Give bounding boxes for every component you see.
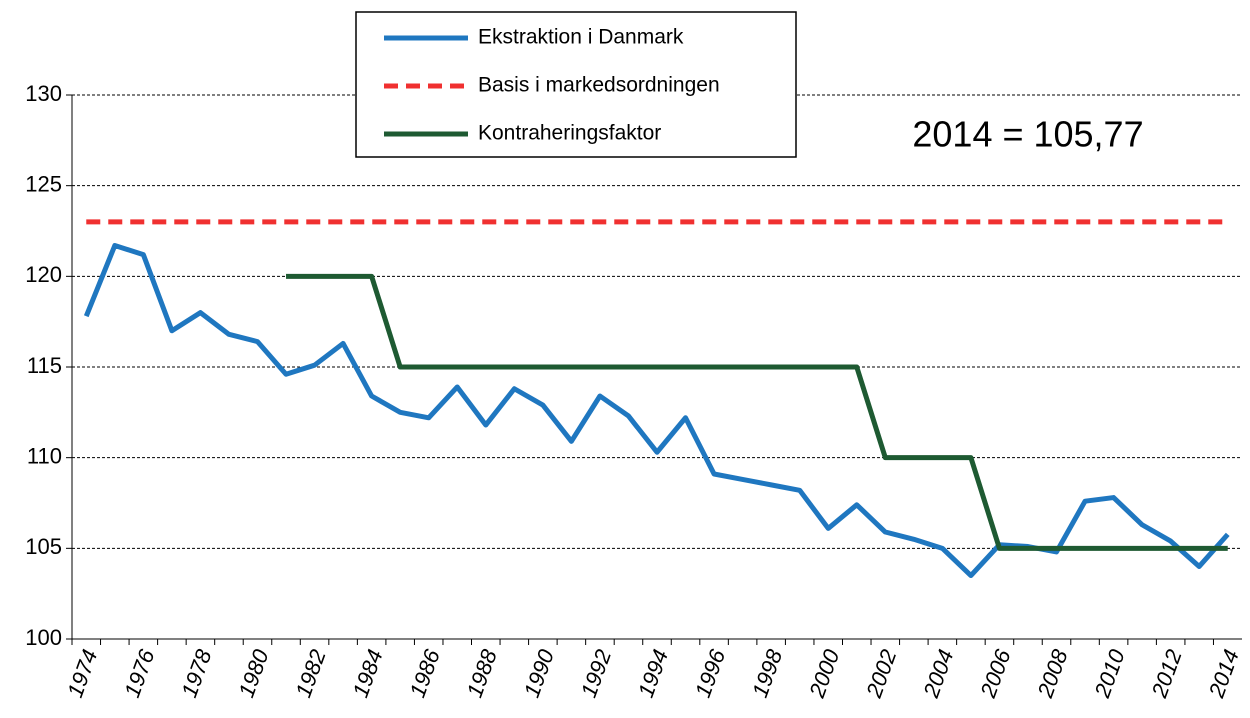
x-tick-label: 1996 — [690, 645, 730, 700]
line-series — [286, 273, 1228, 551]
x-tick-label: 1982 — [290, 646, 330, 701]
x-tick-label: 1976 — [119, 645, 159, 700]
x-tick-label: 2008 — [1032, 645, 1073, 701]
legend-label: Kontraheringsfaktor — [478, 122, 661, 145]
x-tick-label: 1978 — [176, 645, 216, 700]
y-tick-label: 120 — [25, 262, 62, 287]
x-tick-label: 1986 — [405, 645, 445, 700]
legend-label: Ekstraktion i Danmark — [478, 26, 684, 49]
y-tick-label: 130 — [25, 81, 62, 106]
x-tick-label: 1992 — [576, 646, 616, 701]
x-tick-label: 1980 — [233, 645, 273, 700]
x-tick-label: 2004 — [918, 646, 959, 701]
x-tick-label: 1990 — [519, 645, 559, 700]
line-series — [83, 243, 1230, 579]
x-tick-label: 2006 — [975, 645, 1016, 701]
x-tick-label: 2000 — [804, 645, 845, 701]
x-tick-label: 1974 — [62, 646, 102, 701]
x-tick-label: 2002 — [861, 646, 902, 701]
x-tick-label: 1994 — [633, 646, 673, 701]
x-tick-label: 2010 — [1089, 645, 1130, 701]
y-tick-label: 100 — [25, 625, 62, 650]
y-tick-label: 105 — [25, 534, 62, 559]
x-tick-label: 1988 — [462, 645, 502, 700]
y-tick-label: 115 — [27, 353, 62, 378]
legend-label: Basis i markedsordningen — [478, 74, 720, 97]
x-tick-label: 2014 — [1203, 646, 1244, 701]
x-tick-label: 1998 — [747, 645, 787, 700]
x-tick-label: 2012 — [1146, 646, 1187, 701]
y-tick-label: 110 — [27, 443, 62, 468]
annotation: 2014 = 105,77 — [912, 114, 1143, 155]
x-tick-label: 1984 — [348, 646, 388, 701]
y-tick-label: 125 — [25, 171, 62, 196]
